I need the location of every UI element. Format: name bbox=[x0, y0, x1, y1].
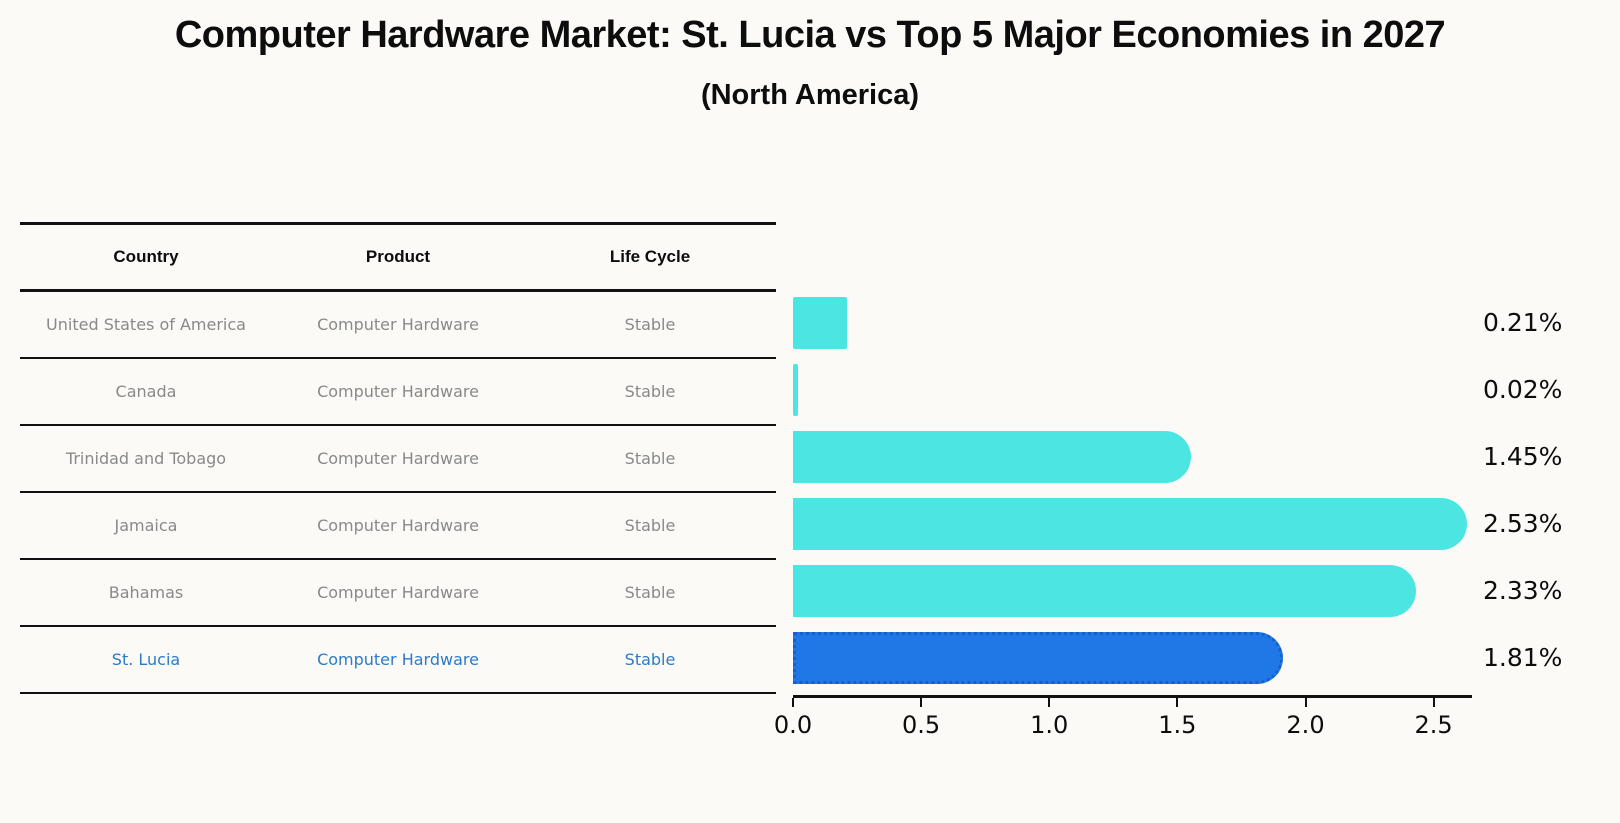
product-cell: Computer Hardware bbox=[317, 449, 479, 468]
x-tick-mark bbox=[1176, 698, 1179, 707]
x-tick-mark bbox=[920, 698, 923, 707]
life-cycle-cell: Stable bbox=[624, 516, 676, 535]
column-header-country: Country bbox=[113, 247, 179, 266]
page-subtitle: (North America) bbox=[700, 79, 920, 111]
bar-band bbox=[793, 289, 1472, 356]
table-row: United States of America Computer Hardwar… bbox=[20, 292, 776, 359]
x-axis: 0.0 0.5 1.0 1.5 2.0 2.5 bbox=[774, 695, 1472, 755]
value-label-column: 0.21% 0.02% 1.45% 2.53% 2.33% 1.81% bbox=[1483, 289, 1613, 691]
x-tick-mark bbox=[792, 698, 794, 707]
bar-band bbox=[793, 624, 1472, 691]
table-body: United States of America Computer Hardwar… bbox=[20, 292, 776, 694]
table-row: Canada Computer Hardware Stable bbox=[20, 359, 776, 426]
bar-jamaica bbox=[793, 497, 1468, 550]
life-cycle-cell: Stable bbox=[624, 650, 676, 669]
country-cell: Trinidad and Tobago bbox=[65, 449, 227, 468]
table-row: Jamaica Computer Hardware Stable bbox=[20, 493, 776, 560]
table-row: St. Lucia Computer Hardware Stable bbox=[20, 627, 776, 694]
page-title: Computer Hardware Market: St. Lucia vs T… bbox=[174, 14, 1446, 56]
bar-value-label: 2.33% bbox=[1483, 576, 1563, 605]
x-tick-mark bbox=[1432, 698, 1435, 707]
bar-band bbox=[793, 490, 1472, 557]
bar-chart bbox=[793, 289, 1472, 691]
bar-canada bbox=[793, 363, 799, 416]
country-cell: St. Lucia bbox=[111, 650, 181, 669]
life-cycle-cell: Stable bbox=[624, 382, 676, 401]
product-cell: Computer Hardware bbox=[317, 315, 479, 334]
x-axis-line bbox=[793, 695, 1472, 698]
bar-band bbox=[793, 423, 1472, 490]
x-tick-label: 1.5 bbox=[1158, 711, 1197, 739]
product-cell: Computer Hardware bbox=[317, 516, 479, 535]
column-header-life-cycle: Life Cycle bbox=[609, 247, 691, 266]
bar-value-label: 1.81% bbox=[1483, 643, 1563, 672]
bar-value-label: 0.21% bbox=[1483, 308, 1563, 337]
bar-band bbox=[793, 557, 1472, 624]
country-cell: Jamaica bbox=[114, 516, 178, 535]
product-cell: Computer Hardware bbox=[317, 650, 479, 669]
product-cell: Computer Hardware bbox=[317, 583, 479, 602]
table-row: Trinidad and Tobago Computer Hardware Stab… bbox=[20, 426, 776, 493]
bar-value-label: 2.53% bbox=[1483, 509, 1563, 538]
country-table: Country Product Life Cycle United States o… bbox=[20, 222, 776, 694]
x-tick-label: 0.0 bbox=[773, 711, 813, 739]
bar-value-label: 0.02% bbox=[1483, 375, 1563, 404]
life-cycle-cell: Stable bbox=[624, 583, 676, 602]
bar-band bbox=[793, 356, 1472, 423]
x-tick-label: 2.0 bbox=[1286, 711, 1325, 739]
life-cycle-cell: Stable bbox=[624, 449, 676, 468]
x-tick-label: 1.0 bbox=[1030, 711, 1069, 739]
bar-bahamas bbox=[793, 564, 1416, 617]
country-cell: United States of America bbox=[46, 315, 246, 334]
bar-st.-lucia bbox=[793, 631, 1283, 684]
bar-united-states-of-america bbox=[793, 296, 847, 349]
x-tick-label: 0.5 bbox=[902, 711, 941, 739]
life-cycle-cell: Stable bbox=[624, 315, 676, 334]
product-cell: Computer Hardware bbox=[317, 382, 479, 401]
country-cell: Bahamas bbox=[108, 583, 184, 602]
column-header-product: Product bbox=[365, 247, 431, 266]
x-tick-mark bbox=[1048, 698, 1051, 707]
x-tick-mark bbox=[1304, 698, 1307, 707]
country-cell: Canada bbox=[115, 382, 177, 401]
x-tick-label: 2.5 bbox=[1414, 711, 1453, 739]
table-header-row: Country Product Life Cycle bbox=[20, 225, 776, 292]
bar-value-label: 1.45% bbox=[1483, 442, 1563, 471]
bar-trinidad-and-tobago bbox=[793, 430, 1191, 483]
table-row: Bahamas Computer Hardware Stable bbox=[20, 560, 776, 627]
